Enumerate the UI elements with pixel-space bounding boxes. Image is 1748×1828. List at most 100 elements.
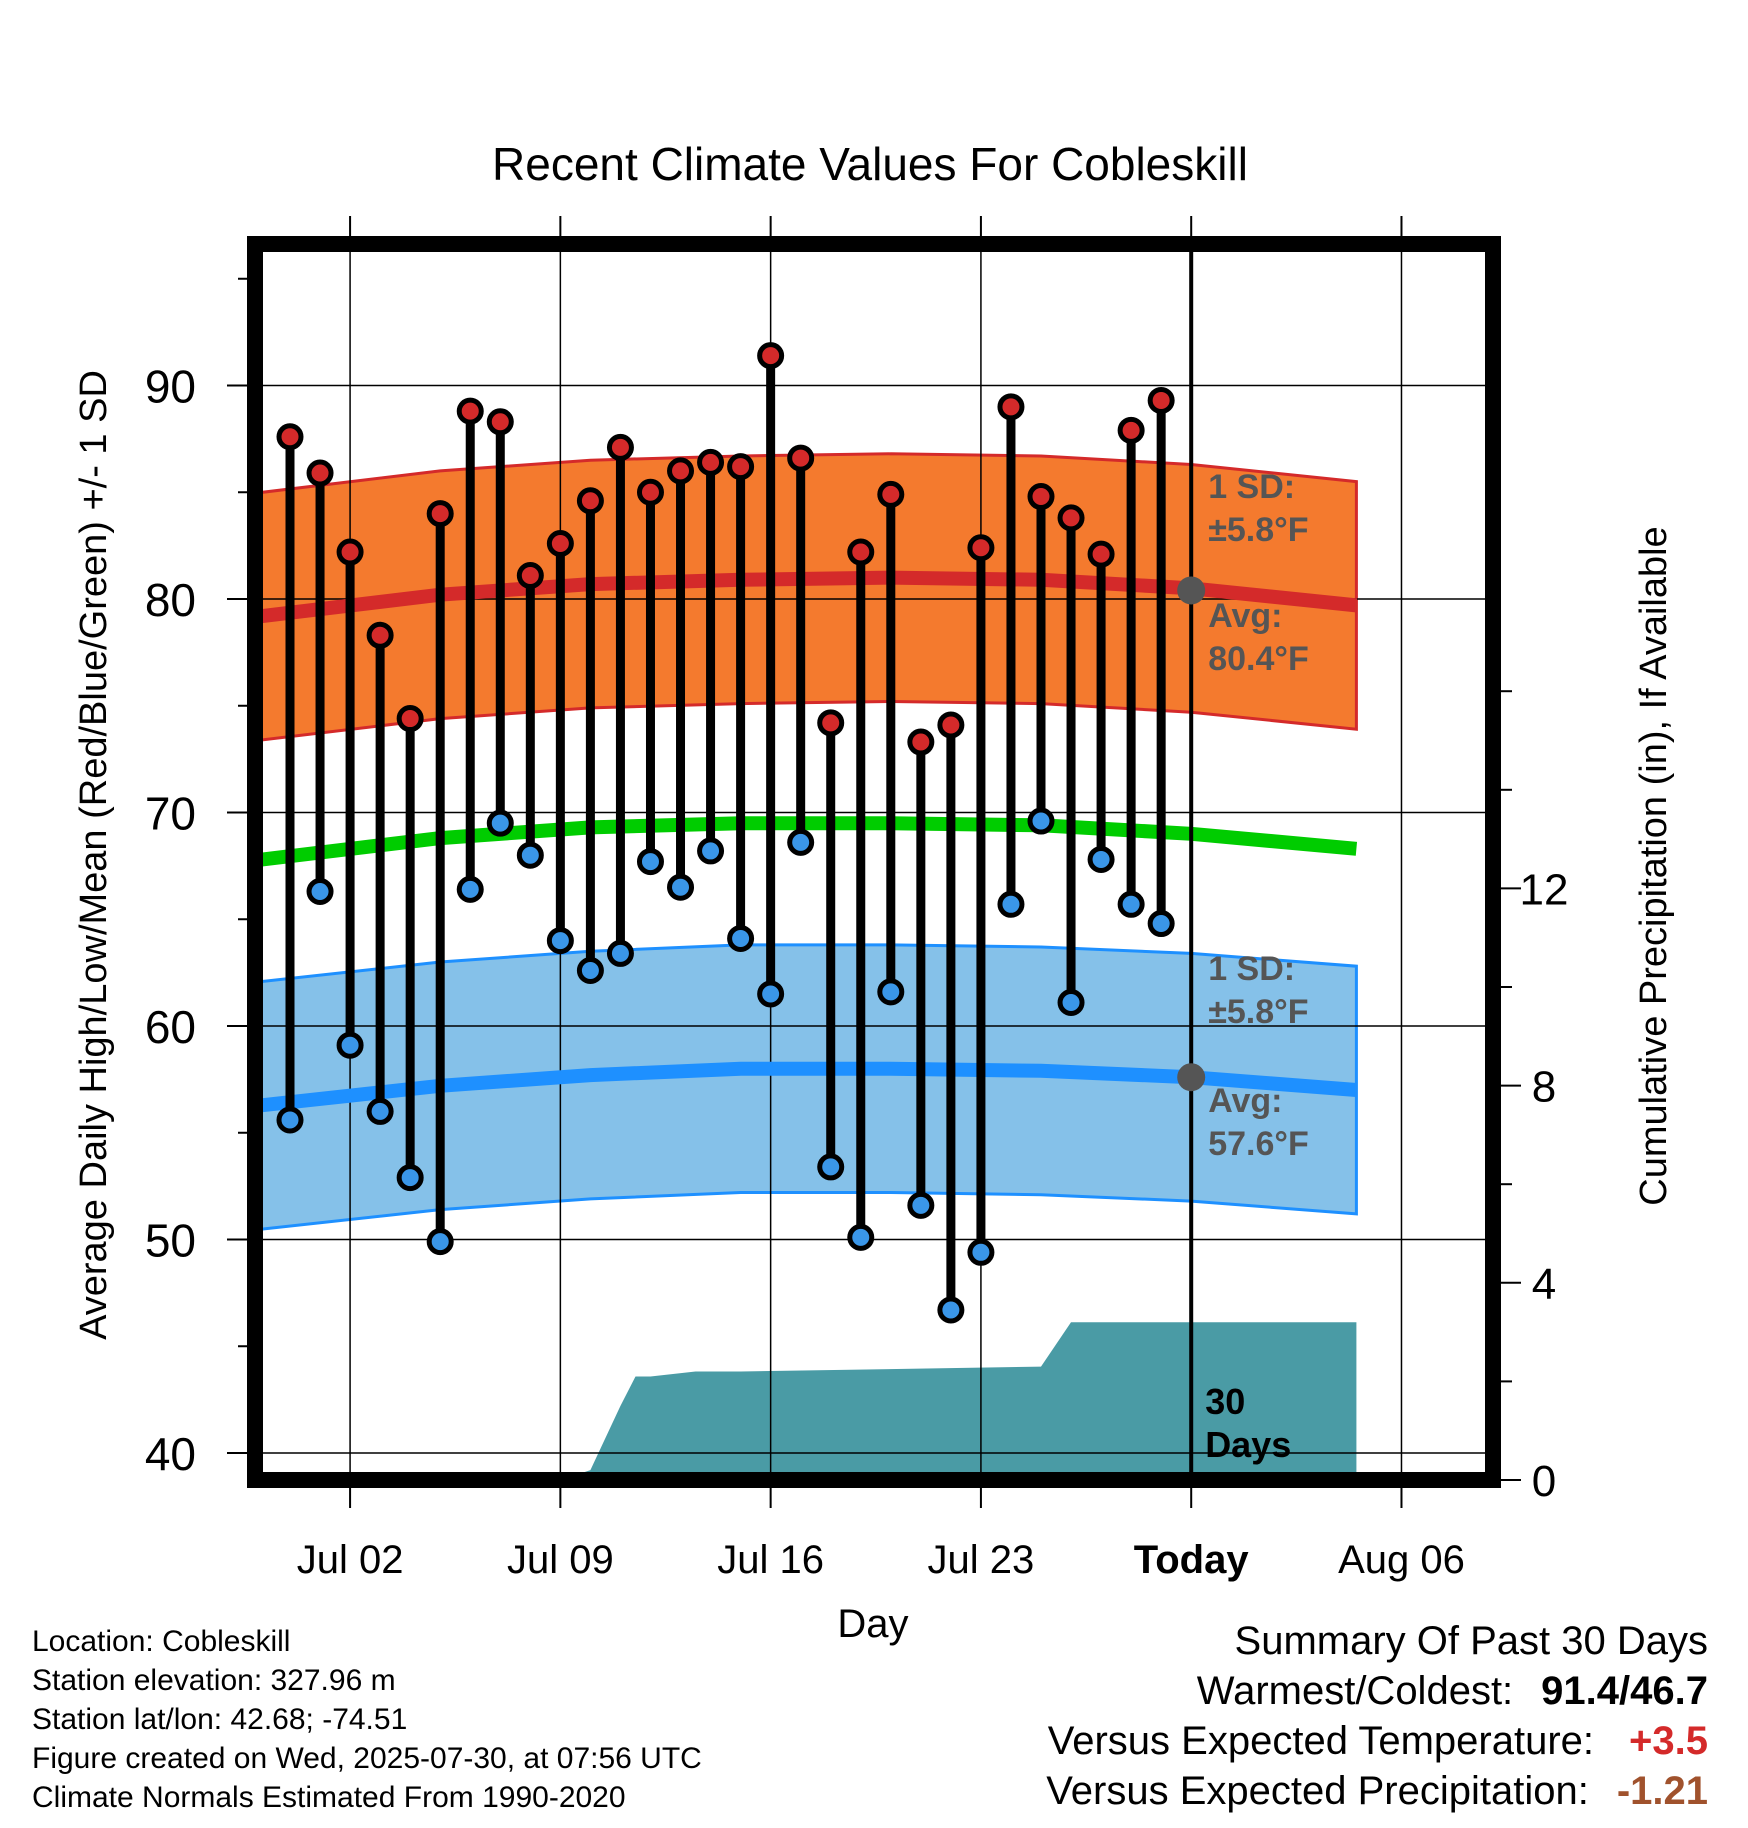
low-sd-label: 1 SD: xyxy=(1208,950,1295,988)
high-temp-point xyxy=(1147,386,1175,414)
mean-normal-line xyxy=(255,816,1358,868)
y2-tick-label: 12 xyxy=(1520,865,1569,914)
y2-tick-label: 4 xyxy=(1532,1260,1556,1309)
high-temp-point xyxy=(606,433,634,461)
low-temp-point xyxy=(727,924,755,952)
x-tick-label: Jul 16 xyxy=(717,1538,824,1582)
high-temp-point xyxy=(667,457,695,485)
low-avg-today-marker xyxy=(1177,1063,1206,1092)
precip-value: -1.21 xyxy=(1616,1769,1708,1813)
high-temp-point xyxy=(276,423,304,451)
y-tick-label: 90 xyxy=(145,361,196,413)
created-text: Figure created on Wed, 2025-07-30, at 07… xyxy=(32,1742,702,1775)
high-sd-label: 1 SD: xyxy=(1208,468,1295,506)
low-temp-point xyxy=(456,875,484,903)
low-temp-point xyxy=(967,1238,995,1266)
high-temp-point xyxy=(546,529,574,557)
x-tick-label: Jul 23 xyxy=(928,1538,1035,1582)
summary-title: Summary Of Past 30 Days xyxy=(1234,1619,1708,1663)
high-normal-line xyxy=(255,570,1358,625)
warm-cold-row: Warmest/Coldest: 91.4/46.7 xyxy=(1046,1666,1708,1716)
temp-value: +3.5 xyxy=(1629,1719,1708,1763)
y-axis-label: Average Daily High/Low/Mean (Red/Blue/Gr… xyxy=(73,370,115,1340)
high-temp-point xyxy=(817,709,845,737)
x-tick-label: Today xyxy=(1134,1538,1250,1582)
x-axis-label: Day xyxy=(837,1602,908,1646)
y-tick-label: 60 xyxy=(145,1001,196,1053)
high-temp-point xyxy=(306,459,334,487)
low-temp-point xyxy=(757,980,785,1008)
low-temp-point xyxy=(907,1191,935,1219)
high-temp-point xyxy=(967,534,995,562)
high-temp-point xyxy=(456,397,484,425)
high-temp-point xyxy=(366,621,394,649)
high-temp-point xyxy=(396,705,424,733)
high-temp-point xyxy=(937,711,965,739)
y2-tick-label: 8 xyxy=(1532,1063,1556,1112)
high-temp-point xyxy=(997,393,1025,421)
warm-cold-label: Warmest/Coldest: xyxy=(1196,1669,1514,1713)
low-temp-point xyxy=(486,809,514,837)
precip-label: Versus Expected Precipitation: xyxy=(1046,1769,1589,1813)
elevation-text: Station elevation: 327.96 m xyxy=(32,1664,396,1697)
high-temp-point xyxy=(426,500,454,528)
high-temp-point xyxy=(1057,504,1085,532)
latlon-text: Station lat/lon: 42.68; -74.51 xyxy=(32,1703,408,1736)
low-temp-point xyxy=(787,828,815,856)
low-temp-point xyxy=(606,939,634,967)
high-temp-point xyxy=(697,448,725,476)
y-tick-label: 40 xyxy=(145,1428,196,1480)
days-word-label: Days xyxy=(1205,1424,1291,1465)
normals-text: Climate Normals Estimated From 1990-2020 xyxy=(32,1781,626,1814)
high-temp-point xyxy=(1087,540,1115,568)
high-sd-value: ±5.8°F xyxy=(1208,511,1308,549)
low-sd-value: ±5.8°F xyxy=(1208,993,1308,1031)
high-temp-point xyxy=(907,728,935,756)
days-count-label: 30 xyxy=(1205,1381,1245,1422)
x-tick-label: Jul 02 xyxy=(297,1538,404,1582)
low-sd-band xyxy=(255,943,1358,1232)
low-temp-point xyxy=(636,848,664,876)
precip-area xyxy=(255,1322,1357,1480)
low-temp-point xyxy=(847,1223,875,1251)
x-tick-label: Jul 09 xyxy=(507,1538,614,1582)
low-temp-point xyxy=(366,1097,394,1125)
high-temp-point xyxy=(787,444,815,472)
low-temp-point xyxy=(877,978,905,1006)
low-temp-point xyxy=(276,1106,304,1134)
low-temp-point xyxy=(1027,807,1055,835)
chart-title: Recent Climate Values For Cobleskill xyxy=(492,138,1248,190)
low-temp-point xyxy=(576,956,604,984)
temp-row: Versus Expected Temperature: +3.5 xyxy=(1046,1716,1708,1766)
low-temp-point xyxy=(426,1228,454,1256)
high-temp-point xyxy=(1117,416,1145,444)
low-normal-line xyxy=(255,1061,1357,1114)
low-temp-point xyxy=(306,877,334,905)
high-temp-point xyxy=(486,408,514,436)
low-temp-point xyxy=(817,1153,845,1181)
low-avg-label: Avg: xyxy=(1208,1082,1282,1120)
temp-label: Versus Expected Temperature: xyxy=(1047,1719,1594,1763)
low-temp-point xyxy=(937,1296,965,1324)
low-temp-point xyxy=(1057,989,1085,1017)
high-temp-point xyxy=(636,478,664,506)
high-temp-point xyxy=(1027,483,1055,511)
low-temp-point xyxy=(336,1031,364,1059)
high-temp-point xyxy=(877,480,905,508)
low-temp-point xyxy=(997,890,1025,918)
high-avg-label: Avg: xyxy=(1208,597,1282,635)
low-temp-point xyxy=(396,1164,424,1192)
low-temp-point xyxy=(516,841,544,869)
low-temp-point xyxy=(667,873,695,901)
high-temp-point xyxy=(847,538,875,566)
low-temp-point xyxy=(697,837,725,865)
high-avg-value: 80.4°F xyxy=(1208,640,1309,678)
y-tick-label: 70 xyxy=(145,788,196,840)
low-temp-point xyxy=(546,927,574,955)
summary-panel: Summary Of Past 30 Days Warmest/Coldest:… xyxy=(1046,1616,1708,1816)
plot-area xyxy=(255,244,1493,1480)
low-temp-point xyxy=(1087,845,1115,873)
warm-cold-value: 91.4/46.7 xyxy=(1541,1669,1708,1713)
high-avg-today-marker xyxy=(1177,576,1206,605)
